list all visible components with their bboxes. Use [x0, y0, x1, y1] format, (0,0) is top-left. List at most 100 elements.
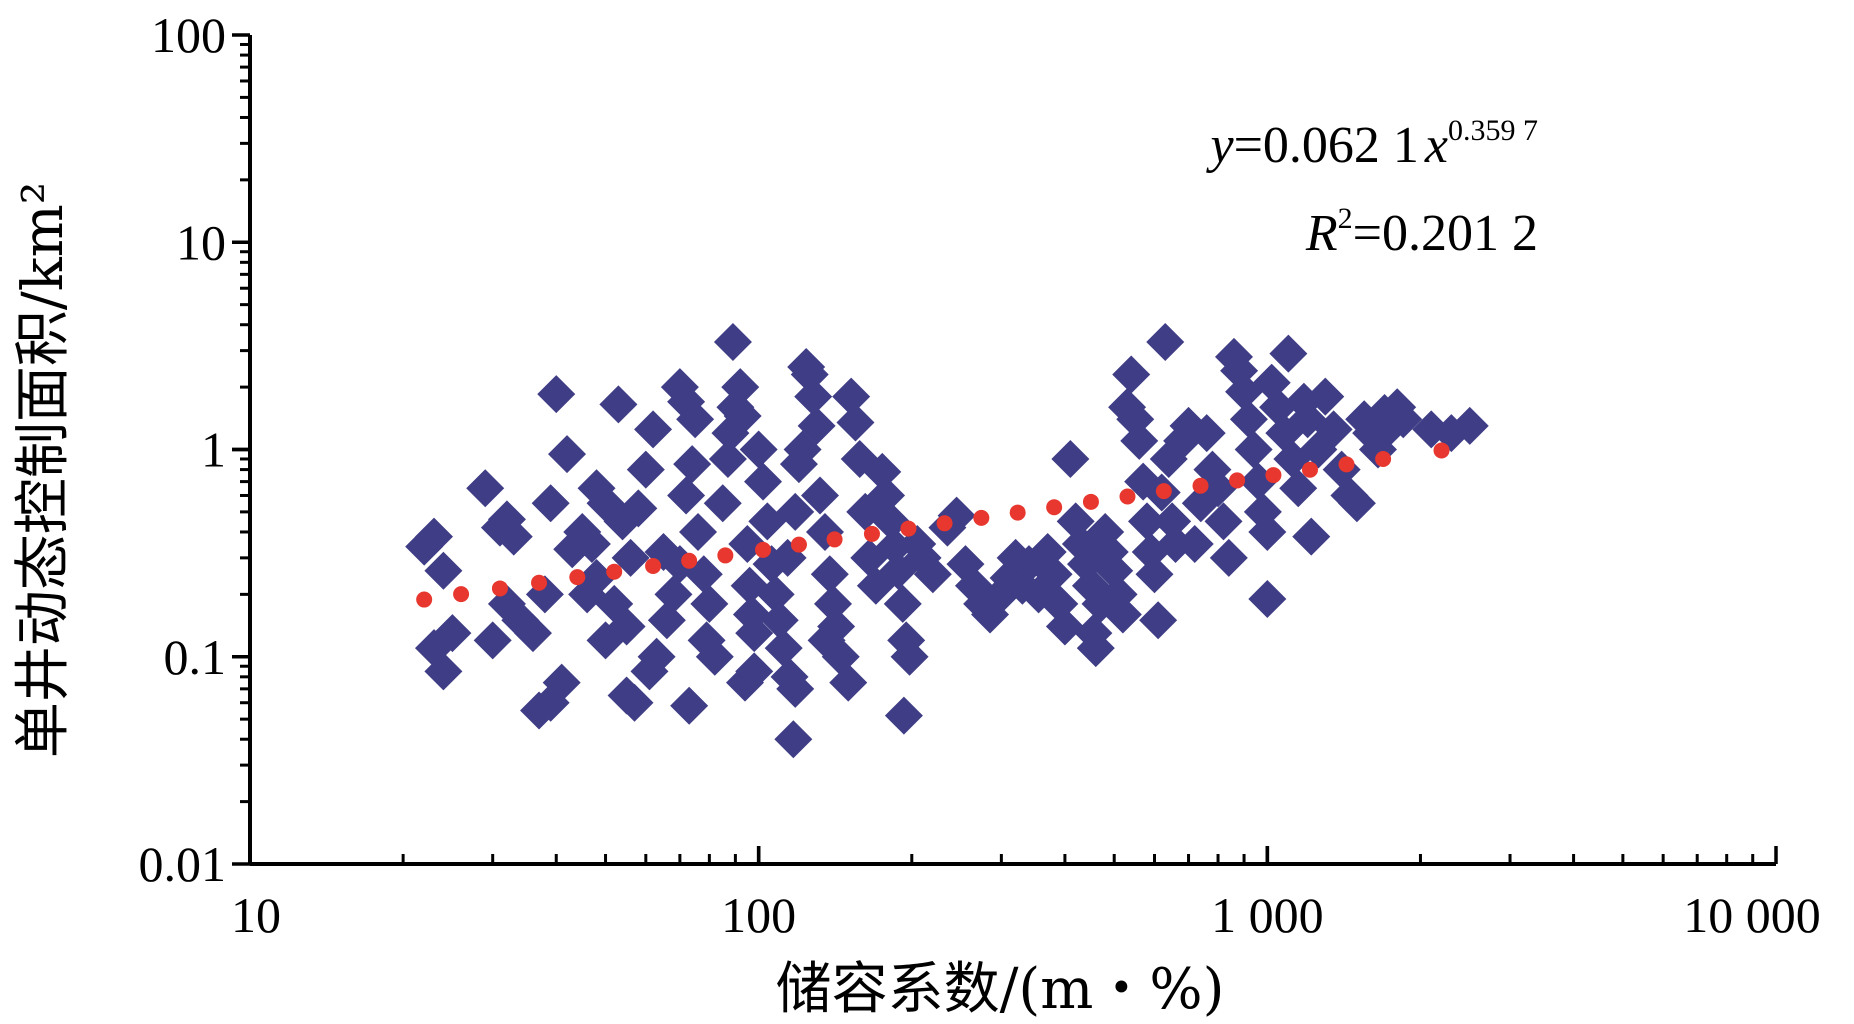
- scatter-point: [1034, 555, 1073, 594]
- trend-point: [531, 574, 548, 591]
- trend-point: [1375, 451, 1392, 468]
- scatter-point: [673, 445, 712, 484]
- scatter-point: [667, 476, 706, 515]
- trend-point: [1433, 442, 1450, 459]
- scatter-point: [723, 397, 762, 436]
- scatter-point: [424, 652, 463, 691]
- eq-coef: =0.062 1: [1234, 117, 1419, 174]
- trend-point: [569, 569, 586, 586]
- scatter-point: [863, 452, 902, 491]
- scatter-point: [1269, 334, 1308, 373]
- axes: [232, 33, 1778, 866]
- scatter-point: [548, 435, 587, 474]
- scatter-point: [494, 517, 533, 556]
- trend-point: [1155, 483, 1172, 500]
- trend-point: [645, 558, 662, 575]
- fit-equation: y=0.062 1 x0.359 7: [1205, 114, 1538, 174]
- scatter-point: [1153, 502, 1192, 541]
- eq-x: x: [1424, 117, 1448, 174]
- scatter-point: [794, 377, 833, 416]
- scatter-point: [1248, 512, 1287, 551]
- scatter-point: [836, 403, 875, 442]
- scatter-point: [1279, 469, 1318, 508]
- y-axis-title: 单井动态控制面积/km²: [11, 182, 76, 758]
- r2-r: R: [1305, 205, 1338, 262]
- scatter-point: [1187, 414, 1226, 453]
- scatter-point: [1314, 410, 1353, 449]
- trend-point: [1301, 461, 1318, 478]
- scatter-point: [599, 385, 638, 424]
- trend-point: [1009, 504, 1026, 521]
- scatter-point: [708, 439, 747, 478]
- scatter-point: [473, 621, 512, 660]
- scatter-point: [679, 512, 718, 551]
- scatter-point: [703, 484, 742, 523]
- scatter-point: [1243, 492, 1282, 531]
- r2-sup: 2: [1338, 202, 1353, 235]
- y-tick-label: 0.1: [164, 629, 227, 685]
- eq-exp: 0.359 7: [1448, 114, 1538, 147]
- x-tick-label: 10: [231, 887, 281, 943]
- trend-point: [1119, 488, 1136, 505]
- scatter-point: [654, 575, 693, 614]
- y-tick-label: 1: [201, 422, 226, 478]
- scatter-point: [466, 469, 505, 508]
- scatter-point: [1135, 555, 1174, 594]
- trend-point: [973, 509, 990, 526]
- scatter-point: [424, 551, 463, 590]
- scatter-point: [1112, 355, 1151, 394]
- trend-point: [1338, 456, 1355, 473]
- scatter-point: [829, 663, 868, 702]
- scatter-point: [1259, 388, 1298, 427]
- trend-point: [1192, 477, 1209, 494]
- y-tick-label: 0.01: [139, 836, 227, 892]
- scatter-point: [572, 524, 611, 563]
- r2-value: =0.201 2: [1353, 205, 1538, 262]
- scatter-point: [883, 584, 922, 623]
- scatter-point: [577, 558, 616, 597]
- trend-point: [826, 531, 843, 548]
- scatter-point: [1127, 502, 1166, 541]
- scatter-point: [586, 621, 625, 660]
- scatter-point: [1306, 377, 1345, 416]
- trend-point: [606, 563, 623, 580]
- scatter-point: [890, 637, 929, 676]
- scatter-point: [1248, 579, 1287, 618]
- y-tick-label: 100: [151, 7, 226, 63]
- scatter-point: [1139, 601, 1178, 640]
- scatter-point: [690, 584, 729, 623]
- scatter-point: [1103, 595, 1142, 634]
- scatter-point: [800, 476, 839, 515]
- scatter-point: [756, 575, 795, 614]
- eq-y: y: [1205, 117, 1234, 174]
- scatter-point: [637, 637, 676, 676]
- y-tick-label: 10: [176, 214, 226, 270]
- scatter-point: [764, 629, 803, 668]
- scatter-point: [647, 601, 686, 640]
- scatter-point: [615, 683, 654, 722]
- scatter-point: [1095, 551, 1134, 590]
- scatter-point: [884, 696, 923, 735]
- trend-line: [416, 442, 1450, 608]
- trend-point: [453, 586, 470, 603]
- x-tick-labels: 10 100 1 000 10 000: [231, 887, 1821, 943]
- scatter-point: [1076, 629, 1115, 668]
- scatter-point: [634, 410, 673, 449]
- trend-point: [416, 591, 433, 608]
- trend-point: [900, 520, 917, 537]
- scatter-point: [1209, 538, 1248, 577]
- fit-r-squared: R2=0.201 2: [1305, 202, 1538, 262]
- trend-point: [790, 536, 807, 553]
- scatter-point: [739, 430, 778, 469]
- scatter-point: [810, 555, 849, 594]
- scatter-point: [1450, 406, 1489, 445]
- scatter-point: [807, 621, 846, 660]
- scatter-point: [695, 637, 734, 676]
- scatter-point: [414, 517, 453, 556]
- x-tick-label: 1 000: [1211, 887, 1324, 943]
- scatter-point: [1045, 607, 1084, 646]
- scatter-point: [626, 450, 665, 489]
- scatter-point: [1199, 469, 1238, 508]
- trend-point: [491, 580, 508, 597]
